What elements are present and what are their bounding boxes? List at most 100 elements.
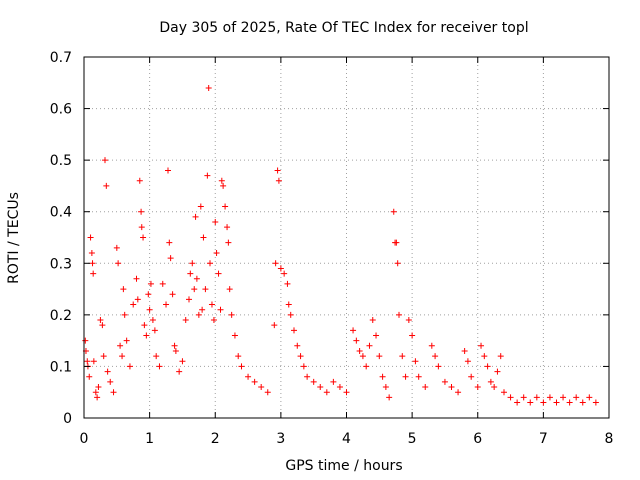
data-point (376, 353, 383, 360)
data-point (228, 311, 235, 318)
data-point (187, 270, 194, 277)
data-point (284, 280, 291, 287)
data-point (197, 203, 204, 210)
data-point (412, 358, 419, 365)
data-point (435, 363, 442, 370)
data-point (117, 342, 124, 349)
x-tick-label: 3 (276, 431, 285, 447)
data-points (82, 84, 599, 406)
data-point (149, 317, 156, 324)
y-tick-label: 0.3 (50, 256, 72, 272)
data-point (220, 182, 227, 189)
data-point (317, 384, 324, 391)
data-point (153, 353, 160, 360)
data-point (119, 353, 126, 360)
data-point (432, 353, 439, 360)
data-point (336, 384, 343, 391)
data-point (353, 337, 360, 344)
data-point (172, 347, 179, 354)
data-point (251, 378, 258, 385)
data-point (87, 234, 94, 241)
data-point (138, 208, 145, 215)
data-point (363, 363, 370, 370)
data-point (461, 347, 468, 354)
data-point (110, 389, 117, 396)
data-point (217, 306, 224, 313)
data-point (393, 239, 400, 246)
data-point (222, 203, 229, 210)
data-point (487, 378, 494, 385)
data-point (231, 332, 238, 339)
data-point (213, 249, 220, 256)
data-point (373, 332, 380, 339)
data-point (271, 322, 278, 329)
data-point (405, 317, 412, 324)
data-point (224, 224, 231, 231)
y-tick-label: 0.7 (50, 50, 72, 66)
data-point (323, 389, 330, 396)
data-point (343, 389, 350, 396)
data-point (491, 384, 498, 391)
y-axis-label: ROTI / TECUs (6, 192, 22, 284)
data-point (143, 332, 150, 339)
data-point (359, 353, 366, 360)
data-point (97, 317, 104, 324)
data-point (484, 363, 491, 370)
data-point (520, 394, 527, 401)
data-point (310, 378, 317, 385)
data-point (566, 399, 573, 406)
y-tick-label: 0.6 (50, 102, 72, 118)
data-point (179, 358, 186, 365)
data-point (193, 275, 200, 282)
data-point (90, 270, 97, 277)
data-point (138, 224, 145, 231)
data-point (182, 317, 189, 324)
data-point (218, 177, 225, 184)
data-point (369, 317, 376, 324)
data-point (145, 291, 152, 298)
data-point (366, 342, 373, 349)
data-point (281, 270, 288, 277)
data-point (147, 280, 154, 287)
data-point (455, 389, 462, 396)
data-point (191, 286, 198, 293)
data-point (235, 353, 242, 360)
data-point (100, 353, 107, 360)
data-point (478, 342, 485, 349)
data-point (428, 342, 435, 349)
data-point (441, 378, 448, 385)
data-point (82, 337, 89, 344)
data-point (89, 260, 96, 267)
data-point (422, 384, 429, 391)
data-point (238, 363, 245, 370)
x-tick-label: 7 (539, 431, 548, 447)
data-point (126, 363, 133, 370)
data-point (350, 327, 357, 334)
data-point (297, 353, 304, 360)
x-tick-label: 0 (80, 431, 89, 447)
data-point (171, 342, 178, 349)
data-point (300, 363, 307, 370)
data-point (294, 342, 301, 349)
data-point (285, 301, 292, 308)
y-tick-label: 0.4 (50, 205, 72, 221)
data-point (146, 306, 153, 313)
data-point (546, 394, 553, 401)
data-point (113, 244, 120, 251)
data-point (192, 213, 199, 220)
data-point (84, 358, 91, 365)
data-point (95, 384, 102, 391)
data-point (382, 384, 389, 391)
data-point (245, 373, 252, 380)
data-point (99, 322, 106, 329)
y-tick-label: 0.2 (50, 308, 72, 324)
data-point (107, 378, 114, 385)
data-point (396, 311, 402, 318)
data-point (88, 249, 95, 256)
data-point (151, 327, 158, 334)
data-point (275, 177, 282, 184)
data-point (120, 286, 127, 293)
chart-title: Day 305 of 2025, Rate Of TEC Index for r… (159, 20, 528, 36)
data-point (205, 84, 212, 91)
x-axis-label: GPS time / hours (285, 458, 402, 474)
